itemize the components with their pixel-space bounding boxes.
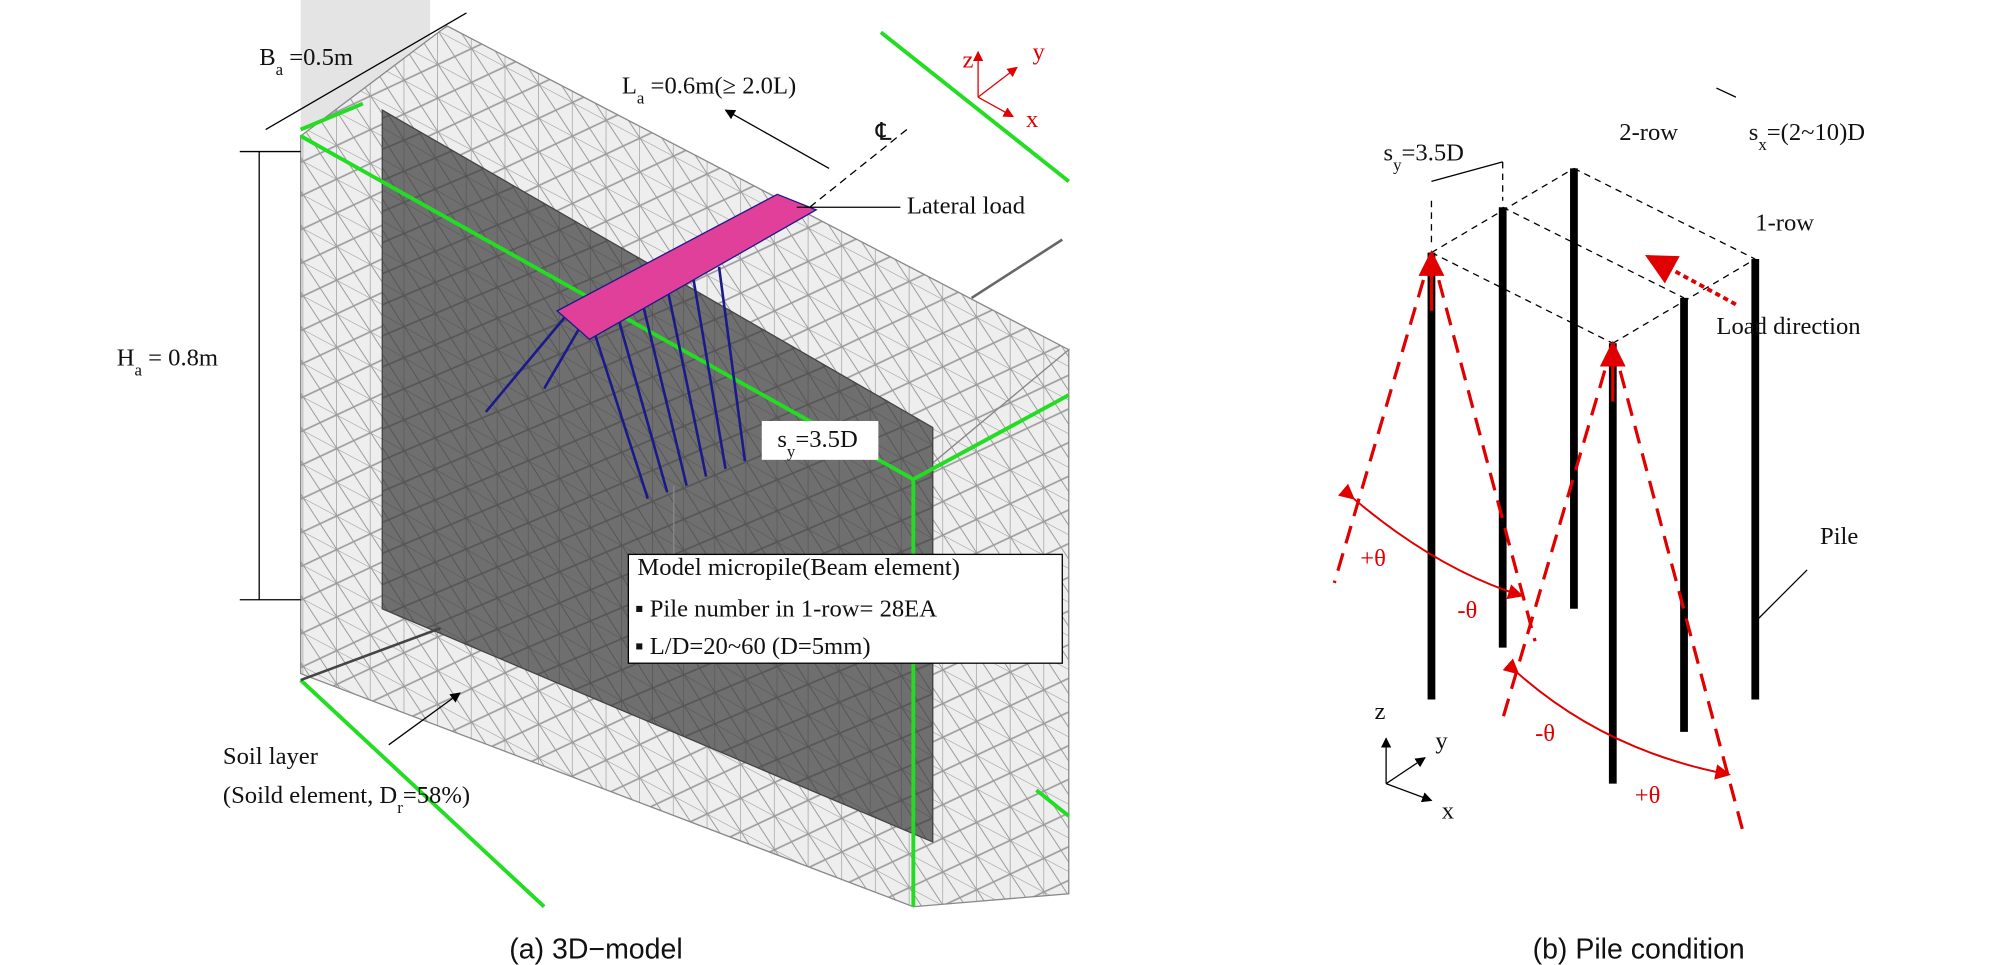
label: sx=(2~10)D <box>1749 119 1865 154</box>
text-part: ▪ Pile number in 1-row= 28EA <box>635 596 937 623</box>
text-part: ℄ <box>875 119 892 146</box>
caption: (a) 3D−model <box>509 934 682 965</box>
inclination-lines <box>1332 249 1744 830</box>
text-part: 1-row <box>1755 210 1814 237</box>
text-part: s <box>1384 140 1394 167</box>
label: Load direction <box>1716 313 1860 340</box>
text-part: Load direction <box>1716 313 1860 340</box>
piles <box>1427 168 1760 784</box>
text-part: H <box>117 344 135 371</box>
label: ℄ <box>875 119 892 146</box>
text-part: =3.5D <box>795 426 857 453</box>
text-part: +θ <box>1360 545 1386 572</box>
label: -θ <box>1457 597 1477 624</box>
text-part: Pile <box>1820 523 1858 550</box>
label-box <box>761 420 879 460</box>
label: Model micropile(Beam element) <box>637 554 960 581</box>
label: 2-row <box>1619 119 1678 146</box>
text-part: -θ <box>1535 720 1555 747</box>
text-part: 2-row <box>1619 119 1678 146</box>
label: Pile <box>1820 523 1858 550</box>
label: ▪ L/D=20~60 (D=5mm) <box>635 633 871 660</box>
dimension-lines <box>239 12 1063 746</box>
text-part: =(2~10)D <box>1767 119 1865 146</box>
dimension-lines <box>1431 87 1808 623</box>
model-3d <box>239 0 1070 909</box>
subscript: a <box>134 360 142 379</box>
text-part: = 0.8m <box>142 344 218 371</box>
label: sy=3.5D <box>1384 140 1464 174</box>
text-part: s <box>777 426 787 453</box>
axis-label: z <box>963 46 974 73</box>
axis-label: y <box>1032 39 1045 66</box>
pile-grid <box>1430 161 1756 344</box>
subscript: r <box>397 798 403 817</box>
text-part: =0.6m(≥ 2.0L) <box>644 72 796 99</box>
text-part: B <box>259 44 275 71</box>
label: Soil layer <box>223 743 318 770</box>
text-part: ▪ L/D=20~60 (D=5mm) <box>635 633 871 660</box>
label: 1-row <box>1755 210 1814 237</box>
axis-label: z <box>1374 698 1385 725</box>
label: Ha = 0.8m <box>117 344 218 378</box>
text-part: =0.5m <box>283 44 353 71</box>
label: -θ <box>1535 720 1555 747</box>
label: Ba =0.5m <box>259 44 353 79</box>
axis-triad <box>972 50 1018 118</box>
text-part: (Soild element, D <box>223 782 397 809</box>
text-part: =3.5D <box>1402 140 1464 167</box>
text-part: L <box>622 72 637 99</box>
pile-condition <box>1332 87 1808 830</box>
label: La =0.6m(≥ 2.0L) <box>622 72 796 106</box>
text-part: Soil layer <box>223 743 318 770</box>
pile-cap-load <box>555 193 818 341</box>
text-part: -θ <box>1457 597 1477 624</box>
subscript: y <box>1393 155 1402 174</box>
text-part: Model micropile(Beam element) <box>637 554 960 581</box>
subscript: a <box>637 88 645 107</box>
label: +θ <box>1635 782 1661 809</box>
label: ▪ Pile number in 1-row= 28EA <box>635 596 937 623</box>
subscript: y <box>787 441 796 460</box>
label: (Soild element, Dr=58%) <box>223 782 470 817</box>
axis-label: x <box>1442 798 1454 825</box>
axis-label: y <box>1435 728 1448 755</box>
axis-triad <box>1380 737 1433 803</box>
label-box <box>627 553 1063 664</box>
caption: (b) Pile condition <box>1533 934 1745 965</box>
text-part: Lateral load <box>907 193 1025 220</box>
label: Lateral load <box>907 193 1025 220</box>
text-part: =58%) <box>403 782 470 809</box>
axis-label: x <box>1026 106 1038 133</box>
text-part: s <box>1749 119 1759 146</box>
subscript: x <box>1758 134 1767 153</box>
micropiles <box>484 266 747 500</box>
subscript: a <box>276 59 284 78</box>
label: +θ <box>1360 545 1386 572</box>
label: sy=3.5D <box>777 426 857 460</box>
text-part: +θ <box>1635 782 1661 809</box>
